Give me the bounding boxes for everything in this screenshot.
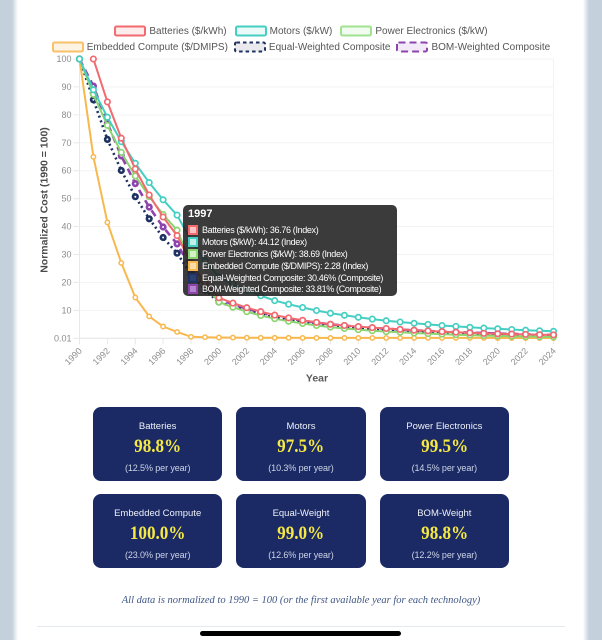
svg-text:2000: 2000	[202, 346, 223, 367]
svg-text:2024: 2024	[537, 346, 558, 367]
svg-text:Year: Year	[306, 373, 328, 385]
svg-text:0.01: 0.01	[54, 333, 72, 343]
svg-text:2014: 2014	[397, 346, 418, 367]
svg-text:1998: 1998	[174, 346, 195, 367]
svg-text:60: 60	[61, 166, 71, 176]
svg-text:2018: 2018	[453, 346, 474, 367]
svg-text:2012: 2012	[369, 346, 390, 367]
svg-text:1992: 1992	[91, 346, 112, 367]
svg-text:2008: 2008	[314, 346, 335, 367]
svg-text:70: 70	[61, 138, 71, 148]
svg-text:Normalized Cost (1990 = 100): Normalized Cost (1990 = 100)	[39, 127, 51, 273]
svg-text:2022: 2022	[509, 346, 530, 367]
svg-text:2016: 2016	[425, 346, 446, 367]
svg-text:2004: 2004	[258, 346, 279, 367]
svg-text:1994: 1994	[118, 346, 139, 367]
svg-text:20: 20	[61, 277, 71, 287]
svg-text:10: 10	[61, 305, 71, 315]
svg-text:2010: 2010	[341, 346, 362, 367]
svg-text:40: 40	[61, 222, 71, 232]
svg-text:80: 80	[61, 110, 71, 120]
svg-text:2002: 2002	[230, 346, 251, 367]
svg-text:1990: 1990	[63, 346, 84, 367]
svg-text:30: 30	[61, 250, 71, 260]
svg-text:1996: 1996	[146, 346, 167, 367]
svg-text:2020: 2020	[481, 346, 502, 367]
svg-text:2006: 2006	[286, 346, 307, 367]
svg-text:50: 50	[61, 194, 71, 204]
svg-text:90: 90	[61, 82, 71, 92]
svg-text:100: 100	[56, 54, 71, 64]
